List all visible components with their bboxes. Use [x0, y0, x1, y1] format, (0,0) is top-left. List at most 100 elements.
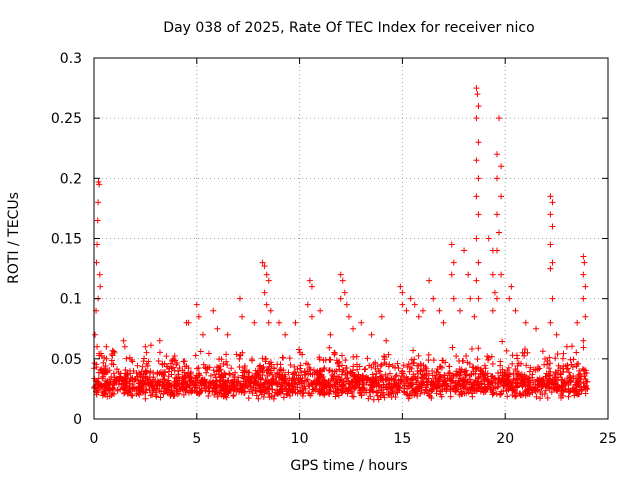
data-point [353, 361, 360, 368]
data-point [456, 307, 463, 314]
data-point [105, 387, 112, 394]
data-point [235, 378, 242, 385]
data-points [91, 85, 591, 403]
data-point [506, 371, 513, 378]
data-point [221, 371, 228, 378]
data-point [233, 388, 240, 395]
data-point [549, 259, 556, 266]
data-point [320, 373, 327, 380]
data-point [130, 367, 137, 374]
data-point [150, 376, 157, 383]
data-point [579, 366, 586, 373]
data-point [316, 356, 323, 363]
data-point [100, 359, 107, 366]
data-point [171, 385, 178, 392]
data-point [448, 241, 455, 248]
data-point [313, 369, 320, 376]
data-point [174, 388, 181, 395]
data-point [260, 394, 267, 401]
data-point [287, 362, 294, 369]
data-point [580, 295, 587, 302]
data-point [570, 356, 577, 363]
data-point [156, 337, 163, 344]
data-point [581, 259, 588, 266]
data-point [515, 370, 522, 377]
data-point [555, 374, 562, 381]
data-point [481, 372, 488, 379]
data-point [434, 377, 441, 384]
data-point [340, 382, 347, 389]
data-point [317, 389, 324, 396]
data-point [207, 372, 214, 379]
data-point [266, 363, 273, 370]
data-point [308, 283, 315, 290]
data-point [473, 115, 480, 122]
data-point [448, 372, 455, 379]
data-point [216, 382, 223, 389]
data-point [239, 313, 246, 320]
data-point [358, 319, 365, 326]
data-point [349, 389, 356, 396]
data-point [582, 283, 589, 290]
data-point [262, 356, 269, 363]
data-point [440, 357, 447, 364]
data-point [349, 383, 356, 390]
data-point [199, 331, 206, 338]
data-point [525, 375, 532, 382]
data-point [547, 319, 554, 326]
data-point [224, 331, 231, 338]
data-point [514, 355, 521, 362]
data-point [446, 369, 453, 376]
data-point [565, 369, 572, 376]
data-point [436, 363, 443, 370]
data-point [263, 271, 270, 278]
data-point [254, 367, 261, 374]
data-point [291, 363, 298, 370]
data-point [568, 343, 575, 350]
data-point [217, 363, 224, 370]
data-point [423, 376, 430, 383]
data-point [563, 365, 570, 372]
data-point [231, 385, 238, 392]
data-point [514, 373, 521, 380]
y-tick-label: 0.15 [51, 232, 82, 248]
data-point [498, 271, 505, 278]
data-point [218, 374, 225, 381]
data-point [296, 379, 303, 386]
data-point [192, 384, 199, 391]
data-point [165, 383, 172, 390]
data-point [372, 375, 379, 382]
data-point [129, 358, 136, 365]
data-point [535, 377, 542, 384]
data-point [200, 361, 207, 368]
data-point [582, 390, 589, 397]
data-point [500, 383, 507, 390]
data-point [510, 387, 517, 394]
data-point [155, 357, 162, 364]
data-point [143, 360, 150, 367]
data-point [164, 379, 171, 386]
data-point [507, 384, 514, 391]
data-point [381, 394, 388, 401]
data-point [124, 370, 131, 377]
data-point [111, 349, 118, 356]
data-point [265, 277, 272, 284]
data-point [358, 377, 365, 384]
data-point [560, 363, 567, 370]
data-point [387, 370, 394, 377]
data-point [179, 373, 186, 380]
data-point [285, 387, 292, 394]
data-point [280, 367, 287, 374]
data-point [339, 277, 346, 284]
data-point [337, 295, 344, 302]
data-point [289, 382, 296, 389]
data-point [374, 363, 381, 370]
data-point [544, 394, 551, 401]
data-point [453, 383, 460, 390]
data-point [517, 380, 524, 387]
data-point [428, 386, 435, 393]
data-point [415, 362, 422, 369]
data-point [399, 367, 406, 374]
data-point [500, 388, 507, 395]
data-point [488, 373, 495, 380]
